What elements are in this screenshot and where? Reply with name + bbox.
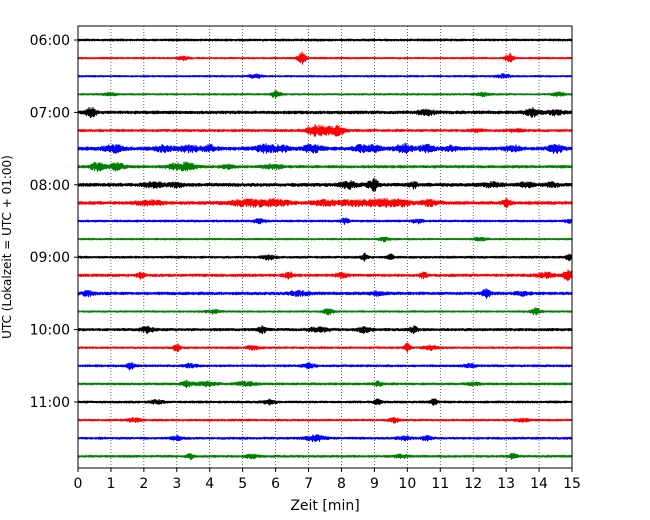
trace-0630 (77, 73, 573, 79)
x-tick-label: 15 (563, 476, 581, 492)
y-tick-label: 08:00 (30, 178, 70, 194)
plot-frame (77, 25, 573, 469)
y-tick-label: 06:00 (30, 33, 70, 49)
trace-1015 (77, 342, 573, 353)
trace-0830 (77, 217, 573, 226)
trace-1130 (77, 434, 573, 443)
trace-0700 (77, 106, 573, 119)
y-tick-label: 11:00 (30, 395, 70, 411)
x-tick-label: 0 (74, 476, 83, 492)
trace-0915 (77, 269, 573, 281)
trace-1100 (77, 398, 573, 407)
trace-0615 (77, 51, 573, 65)
x-tick-label: 12 (464, 476, 482, 492)
y-axis-ticks: 06:00 07:00 08:00 09:00 10:00 11:00 (30, 33, 78, 411)
trace-0645 (77, 90, 573, 99)
x-tick-label: 3 (172, 476, 181, 492)
x-tick-label: 9 (370, 476, 379, 492)
trace-0930 (77, 288, 573, 299)
x-tick-label: 7 (304, 476, 313, 492)
trace-0600 (77, 38, 573, 42)
trace-0730 (77, 142, 573, 155)
trace-1045 (77, 379, 573, 389)
trace-1145 (77, 452, 573, 461)
x-tick-label: 1 (106, 476, 115, 492)
x-tick-label: 14 (530, 476, 548, 492)
y-axis-label: UTC (Lokalzeit = UTC + 01:00) (0, 155, 14, 339)
y-tick-label: 09:00 (30, 250, 70, 266)
trace-0800 (77, 177, 573, 192)
trace-1115 (77, 416, 573, 424)
x-tick-label: 11 (431, 476, 449, 492)
trace-1000 (77, 324, 573, 335)
x-axis-ticks: 0 1 2 3 4 5 6 7 8 9 10 11 12 13 14 15 (74, 468, 581, 492)
x-tick-label: 6 (271, 476, 280, 492)
trace-0845 (77, 236, 573, 243)
trace-0945 (77, 307, 573, 316)
x-tick-label: 4 (205, 476, 214, 492)
trace-0715 (77, 124, 573, 137)
x-axis-label: Zeit [min] (290, 498, 359, 514)
x-tick-label: 13 (497, 476, 515, 492)
y-tick-label: 07:00 (30, 105, 70, 121)
trace-0745 (77, 161, 573, 173)
x-tick-label: 2 (139, 476, 148, 492)
x-tick-label: 8 (337, 476, 346, 492)
x-tick-label: 10 (398, 476, 416, 492)
trace-lines (77, 38, 573, 461)
trace-0815 (77, 197, 573, 208)
trace-1030 (77, 361, 573, 371)
trace-0900 (77, 252, 573, 262)
x-tick-label: 5 (238, 476, 247, 492)
y-tick-label: 10:00 (30, 323, 70, 339)
